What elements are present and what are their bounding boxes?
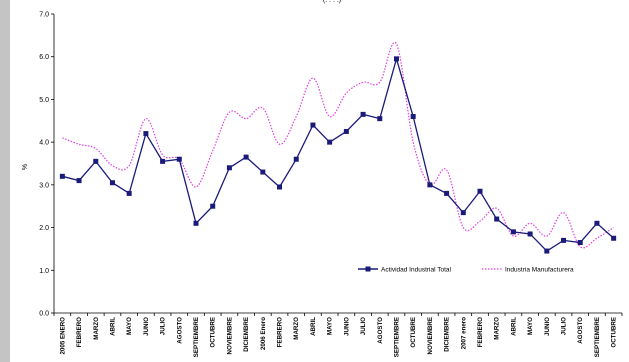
- data-point-total: [577, 240, 583, 246]
- x-tick-label: NOVIEMBRE: [427, 317, 434, 354]
- legend-label-total: Actividad Industrial Total: [381, 267, 452, 274]
- data-point-total: [477, 188, 483, 194]
- x-axis: 2005 ENERO FEBRERO MARZO ABRIL MAYO JUNIO JULI…: [53, 313, 623, 357]
- data-point-total: [59, 173, 65, 179]
- data-point-total: [76, 178, 82, 184]
- x-tick-label: SEPTIEMBRE: [594, 317, 601, 357]
- chart-title: (. . . .): [323, 0, 341, 4]
- x-tick-label: OCTUBRE: [611, 317, 618, 348]
- data-point-total: [410, 114, 416, 120]
- data-point-total: [594, 220, 600, 226]
- legend-marker-total: [365, 266, 371, 272]
- data-point-total: [377, 116, 383, 122]
- y-tick-label: 5.0: [39, 97, 49, 104]
- data-point-total: [126, 190, 132, 196]
- x-tick-label: MARZO: [293, 317, 300, 340]
- line-chart: (. . . .) % 0.0 1.0 2.0 3.0 4.0 5.0 6.0 7.0 200…: [22, 0, 623, 357]
- data-point-total: [494, 216, 500, 222]
- y-tick-label: 2.0: [39, 225, 49, 232]
- series-line-manufacturera: [62, 41, 614, 249]
- y-tick-label: 1.0: [39, 268, 49, 275]
- data-point-total: [93, 158, 99, 164]
- data-point-total: [510, 229, 516, 235]
- data-point-total: [460, 210, 466, 216]
- x-tick-label: ABRIL: [310, 317, 317, 336]
- x-tick-label: JUNIO: [343, 317, 350, 336]
- y-axis: 0.0 1.0 2.0 3.0 4.0 5.0 6.0 7.0: [39, 12, 54, 318]
- x-tick-label: OCTUBRE: [410, 317, 417, 348]
- x-tick-label: FEBRERO: [477, 317, 484, 347]
- x-tick-label: JUNIO: [544, 317, 551, 336]
- y-axis-unit: %: [22, 164, 29, 170]
- data-point-total: [109, 180, 115, 186]
- y-tick-label: 4.0: [39, 140, 49, 147]
- y-tick-label: 3.0: [39, 182, 49, 189]
- x-tick-label: MARZO: [93, 317, 100, 340]
- data-point-total: [160, 158, 166, 164]
- data-point-total: [561, 237, 567, 243]
- data-point-total: [226, 165, 232, 171]
- chart-panel: (. . . .) % 0.0 1.0 2.0 3.0 4.0 5.0 6.0 7.0 200…: [10, 0, 629, 362]
- data-point-total: [444, 190, 450, 196]
- x-tick-label: MAYO: [327, 317, 334, 335]
- data-point-total: [277, 184, 283, 190]
- y-tick-label: 0.0: [39, 311, 49, 318]
- data-point-total: [393, 56, 399, 62]
- x-tick-label: FEBRERO: [76, 317, 83, 347]
- x-tick-label: AGOSTO: [377, 317, 384, 344]
- x-tick-label: ABRIL: [109, 317, 116, 336]
- x-tick-label: MAYO: [527, 317, 534, 335]
- data-point-total: [176, 156, 182, 162]
- x-tick-label: AGOSTO: [577, 317, 584, 344]
- data-point-total: [143, 131, 149, 137]
- data-point-total: [327, 139, 333, 145]
- x-tick-label: DICIEMBRE: [243, 317, 250, 352]
- x-tick-label: SEPTIEMBRE: [393, 317, 400, 357]
- x-tick-label: FEBRERO: [277, 317, 284, 347]
- y-tick-label: 7.0: [39, 12, 49, 19]
- data-point-total: [360, 111, 366, 117]
- data-point-total: [427, 182, 433, 188]
- x-tick-label: OCTUBRE: [210, 317, 217, 348]
- series-layer: [59, 41, 617, 254]
- data-point-total: [260, 169, 266, 175]
- x-tick-label: MARZO: [494, 317, 501, 340]
- x-tick-label: 2005 ENERO: [59, 317, 66, 355]
- legend-label-manufacturera: Industria Manufacturera: [505, 267, 574, 274]
- x-tick-label: JULIO: [160, 317, 167, 335]
- series-line-total: [62, 56, 615, 252]
- data-point-total: [544, 248, 550, 254]
- x-tick-label: MAYO: [126, 317, 133, 335]
- data-point-total: [243, 154, 249, 160]
- data-point-total: [210, 203, 216, 209]
- legend: Actividad Industrial Total Industria Man…: [358, 266, 574, 274]
- data-point-total: [343, 128, 349, 134]
- x-tick-label: 2007 enero: [460, 317, 467, 350]
- data-point-total: [611, 235, 617, 241]
- y-tick-label: 6.0: [39, 54, 49, 61]
- x-tick-label: ABRIL: [510, 317, 517, 336]
- x-tick-label: AGOSTO: [176, 317, 183, 344]
- x-tick-label: NOVIEMBRE: [226, 317, 233, 354]
- x-tick-label: JUNIO: [143, 317, 150, 336]
- x-tick-label: JULIO: [360, 317, 367, 335]
- x-tick-label: JULIO: [561, 317, 568, 335]
- data-point-total: [293, 156, 299, 162]
- data-point-total: [193, 220, 199, 226]
- data-point-total: [527, 231, 533, 237]
- data-point-total: [310, 122, 316, 128]
- x-tick-label: 2006 Enero: [260, 317, 267, 350]
- x-tick-label: DICIEMBRE: [444, 317, 451, 352]
- x-tick-label: SEPTIEMBRE: [193, 317, 200, 357]
